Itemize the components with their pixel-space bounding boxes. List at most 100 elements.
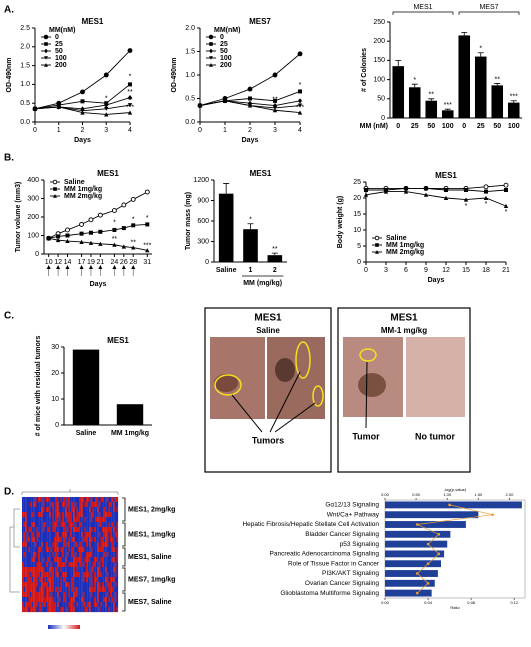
x-axis-label: -log(p-value) xyxy=(444,487,467,492)
heat-cell xyxy=(78,502,80,508)
heat-cell xyxy=(49,532,51,538)
heat-cell xyxy=(22,572,24,578)
heat-cell xyxy=(111,557,114,563)
heat-cell xyxy=(76,512,79,518)
y-tick-label: 250 xyxy=(373,19,385,26)
x-tick-label: 2 xyxy=(248,127,252,134)
heat-cell xyxy=(50,607,53,613)
heat-cell xyxy=(57,547,59,553)
heat-cell xyxy=(78,552,80,558)
heat-cell xyxy=(55,577,58,583)
heat-cell xyxy=(52,537,55,543)
series-line xyxy=(365,191,507,207)
heat-cell xyxy=(46,547,48,553)
heat-cell xyxy=(28,587,31,593)
x-tick-label: 100 xyxy=(442,123,454,130)
heat-cell xyxy=(44,497,47,503)
series-line xyxy=(48,191,148,239)
heat-cell xyxy=(71,557,74,563)
heat-cell xyxy=(52,527,55,533)
heat-cell xyxy=(62,562,64,568)
heat-cell xyxy=(94,497,96,503)
heat-cell xyxy=(92,522,95,528)
heat-cell xyxy=(33,497,35,503)
heat-cell xyxy=(100,532,103,538)
heat-cell xyxy=(111,537,114,543)
heat-cell xyxy=(33,577,35,583)
heat-cell xyxy=(108,522,111,528)
heat-cell xyxy=(106,547,109,553)
heat-cell xyxy=(79,542,82,548)
heat-cell xyxy=(92,572,95,578)
heat-cell xyxy=(71,552,74,558)
heat-cell xyxy=(102,602,104,608)
heat-cell xyxy=(52,547,55,553)
heat-cell xyxy=(25,527,27,533)
heat-cell xyxy=(110,512,112,518)
heat-cell xyxy=(57,542,59,548)
heat-cell xyxy=(79,572,82,578)
y-tick-label: 1200 xyxy=(193,177,209,184)
group-bracket xyxy=(122,497,126,522)
heat-cell xyxy=(84,557,87,563)
y-tick-label: 100 xyxy=(27,232,39,239)
heat-cell xyxy=(89,507,91,513)
x-tick-label: 3 xyxy=(273,127,277,134)
heat-cell xyxy=(22,517,24,523)
heat-cell xyxy=(31,512,34,518)
heat-cell xyxy=(81,572,83,578)
heat-cell xyxy=(76,507,79,513)
heat-cell xyxy=(92,512,95,518)
marker xyxy=(197,103,203,108)
heat-cell xyxy=(89,597,91,603)
heat-cell xyxy=(87,562,90,568)
legend-label: 25 xyxy=(55,41,63,48)
heat-cell xyxy=(65,557,67,563)
heat-cell xyxy=(84,567,87,573)
heat-cell xyxy=(110,592,112,598)
heat-cell xyxy=(49,512,51,518)
heat-cell xyxy=(114,507,117,513)
ratio-point xyxy=(491,513,494,516)
heat-cell xyxy=(98,527,101,533)
heat-cell xyxy=(63,507,66,513)
heat-cell xyxy=(65,517,67,523)
heat-cell xyxy=(90,592,93,598)
heat-cell xyxy=(100,547,103,553)
heat-cell xyxy=(106,512,109,518)
heat-cell xyxy=(111,502,114,508)
heat-cell xyxy=(106,567,109,573)
heat-cell xyxy=(90,587,93,593)
heat-cell xyxy=(89,602,91,608)
heat-cell xyxy=(74,507,77,513)
heat-cell xyxy=(102,527,104,533)
heat-cell xyxy=(68,602,71,608)
x-tick-label: 17 xyxy=(78,259,86,266)
ratio-point xyxy=(416,572,419,575)
heat-cell xyxy=(78,572,80,578)
heat-cell xyxy=(86,557,88,563)
y-tick-label: 0 xyxy=(381,115,385,122)
y-axis-label: Tumor volume (mm3) xyxy=(15,182,22,253)
heat-cell xyxy=(76,562,79,568)
heat-cell xyxy=(89,532,91,538)
marker xyxy=(104,112,109,117)
significance: *** xyxy=(296,105,304,112)
heat-cell xyxy=(52,572,55,578)
heat-cell xyxy=(65,552,67,558)
marker xyxy=(383,189,389,194)
heat-cell xyxy=(108,572,111,578)
heat-cell xyxy=(26,512,29,518)
heat-cell xyxy=(92,552,95,558)
heat-cell xyxy=(92,602,95,608)
heat-cell xyxy=(26,497,29,503)
heat-cell xyxy=(95,587,98,593)
heat-cell xyxy=(25,547,27,553)
heat-cell xyxy=(81,557,83,563)
heat-cell xyxy=(63,497,66,503)
heat-cell xyxy=(28,607,31,613)
heat-cell xyxy=(65,527,67,533)
heat-cell xyxy=(54,577,56,583)
heat-cell xyxy=(57,552,59,558)
heat-cell xyxy=(66,532,69,538)
